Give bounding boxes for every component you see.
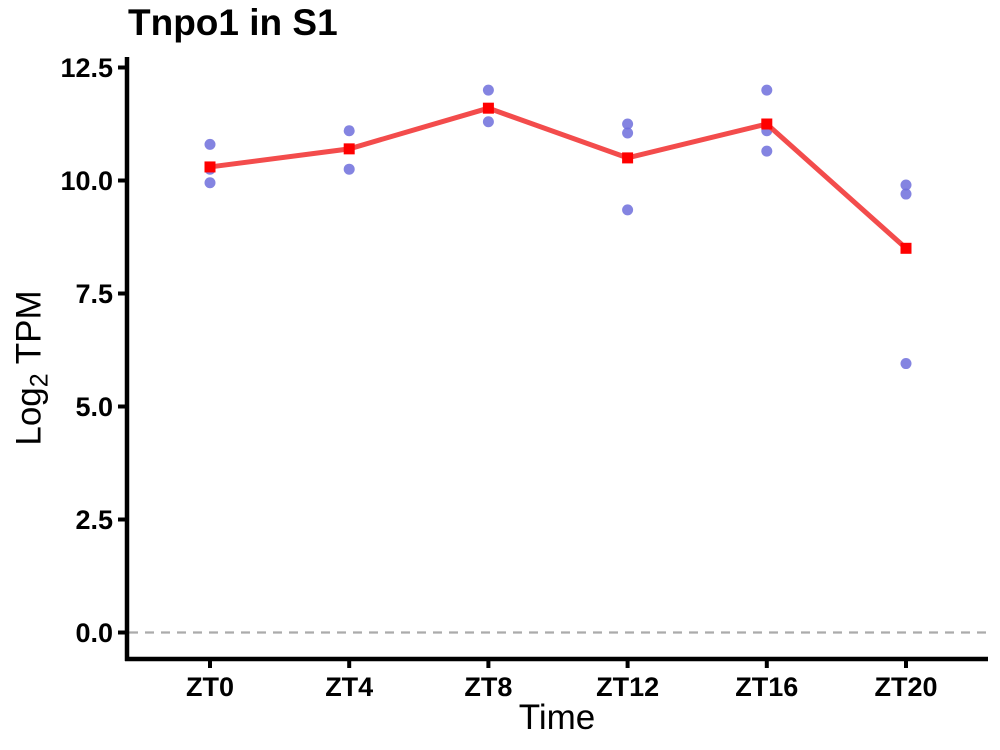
mean-marker (900, 242, 912, 254)
replicate-point (761, 84, 773, 96)
x-tick-label: ZT8 (464, 672, 512, 702)
y-tick-label: 10.0 (60, 166, 113, 196)
chart-title: Tnpo1 in S1 (128, 2, 338, 43)
mean-marker (482, 102, 494, 114)
x-axis-title: Time (518, 698, 596, 737)
mean-marker (204, 161, 216, 173)
mean-marker (343, 143, 355, 155)
replicate-point (204, 177, 216, 189)
mean-marker (622, 152, 634, 164)
replicate-point (622, 204, 634, 216)
y-tick-label: 5.0 (75, 392, 113, 422)
replicate-point (900, 358, 912, 370)
x-tick-label: ZT16 (735, 672, 798, 702)
replicate-point (343, 163, 355, 175)
replicate-point (482, 116, 494, 128)
x-tick-label: ZT12 (596, 672, 659, 702)
mean-line (209, 105, 908, 251)
replicate-point (343, 125, 355, 137)
replicate-point (622, 127, 634, 139)
y-tick-label: 7.5 (75, 279, 113, 309)
y-tick-label: 2.5 (75, 505, 113, 535)
replicate-point (900, 179, 912, 191)
replicate-point (761, 145, 773, 157)
x-tick-label: ZT20 (874, 672, 937, 702)
replicate-point (482, 84, 494, 96)
replicate-point (622, 118, 634, 130)
y-tick-label: 0.0 (75, 618, 113, 648)
replicate-point (204, 138, 216, 150)
x-tick-label: ZT4 (325, 672, 373, 702)
y-tick-label: 12.5 (60, 53, 113, 83)
mean-marker (761, 118, 773, 130)
x-tick-label: ZT0 (186, 672, 234, 702)
replicate-point (900, 188, 912, 200)
